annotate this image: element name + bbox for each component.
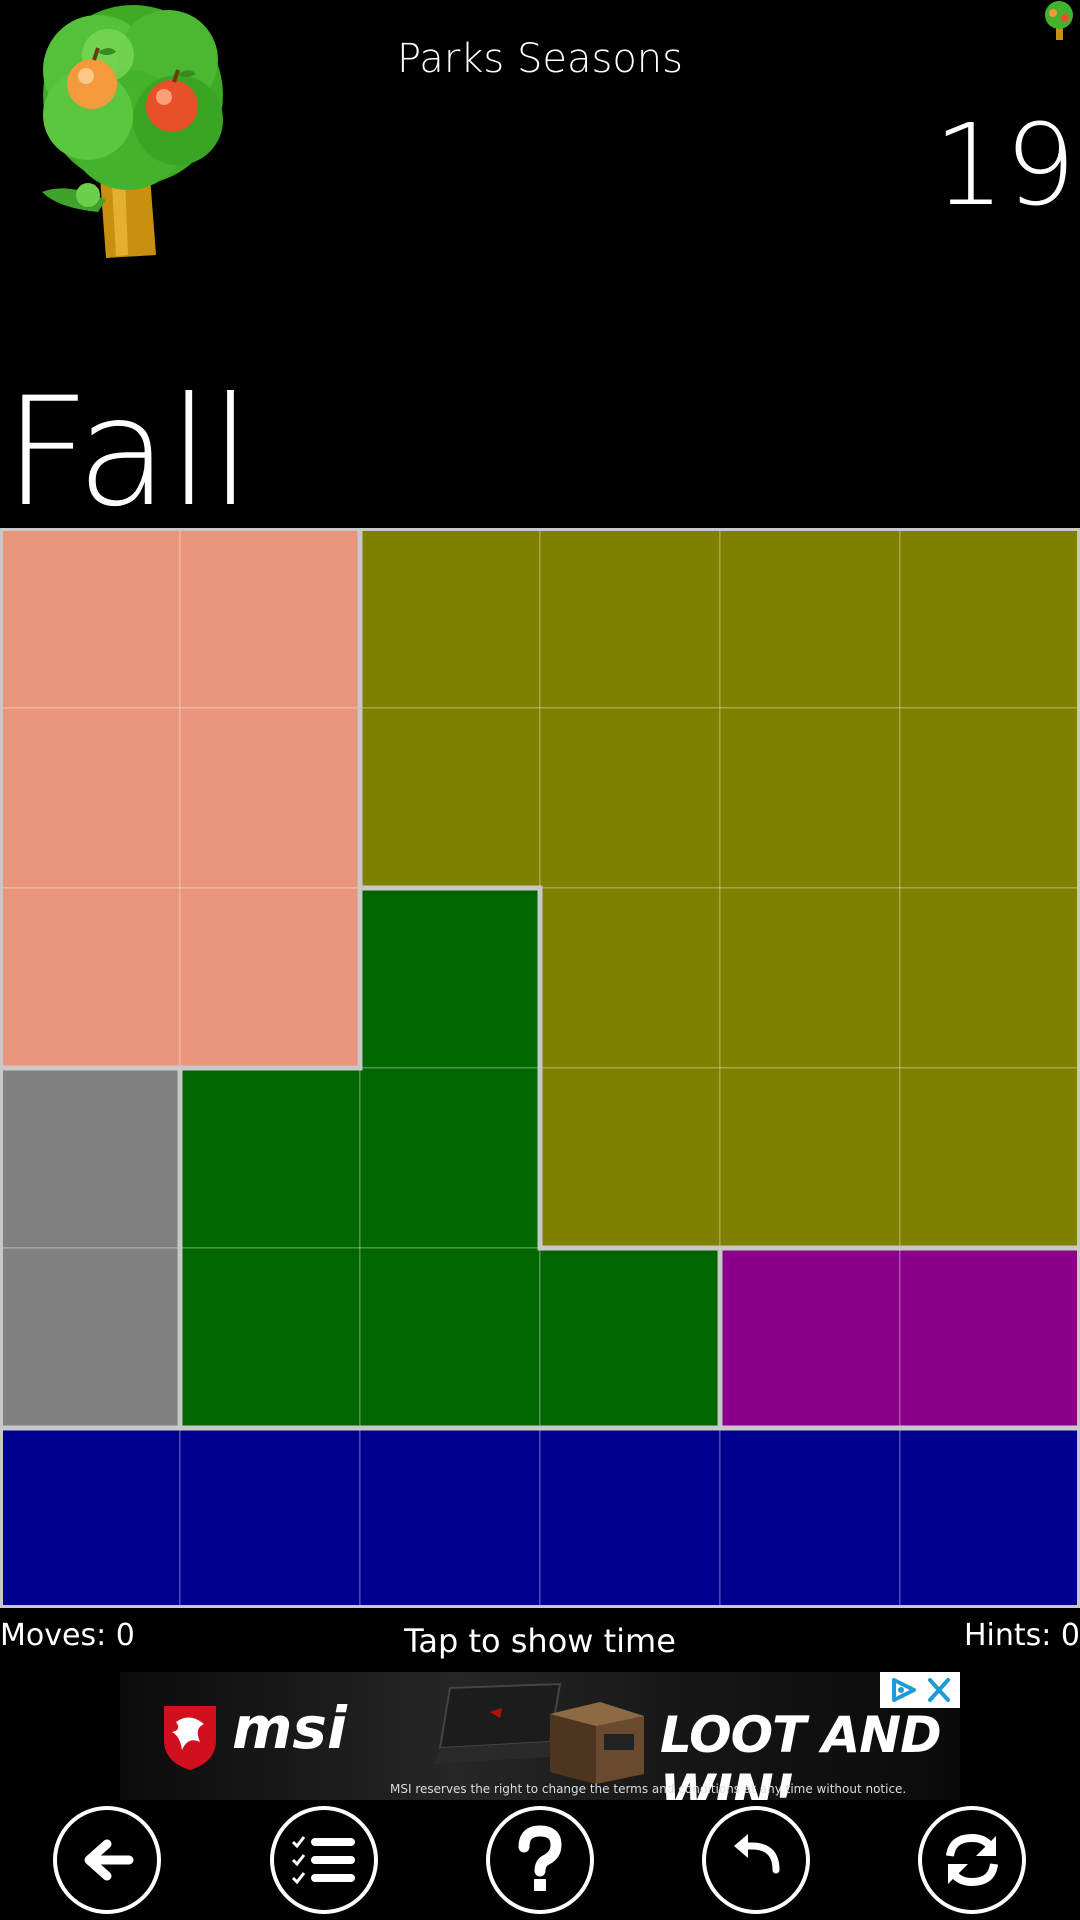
board-cell-salmon[interactable] [0,528,181,709]
board-cell-olive[interactable] [719,887,901,1069]
board-cell-olive[interactable] [899,1067,1080,1249]
board-cell-purple[interactable] [719,1247,901,1429]
hints-counter: Hints: 0 [963,1618,1080,1653]
board-cell-olive[interactable] [719,707,901,889]
undo-icon [734,1834,780,1874]
checklist-icon [291,1836,355,1885]
board-cell-salmon[interactable] [179,887,361,1069]
board-cell-salmon[interactable] [179,528,361,709]
restart-button[interactable] [918,1806,1026,1914]
board-cell-olive[interactable] [359,707,541,889]
board-cell-green[interactable] [179,1067,361,1249]
board-cell-olive[interactable] [539,887,721,1069]
apple-tree-icon [42,5,223,258]
close-icon[interactable] [928,1678,950,1702]
board-cell-olive[interactable] [719,528,901,709]
board-cell-olive[interactable] [899,887,1080,1069]
undo-button[interactable] [702,1806,810,1914]
board-cell-olive[interactable] [359,528,541,709]
ad-disclaimer: MSI reserves the right to change the ter… [390,1782,907,1796]
refresh-icon [946,1833,998,1887]
level-number: 19 [933,101,1076,231]
game-title: Parks Seasons [396,36,683,82]
ad-choices-close[interactable] [880,1672,960,1708]
level-list-button[interactable] [270,1806,378,1914]
region-borders [0,528,1080,1608]
board-cell-olive[interactable] [539,528,721,709]
question-icon [518,1825,562,1891]
board-cell-green[interactable] [179,1247,361,1429]
board-cell-navy[interactable] [179,1427,361,1608]
board-cell-gray[interactable] [0,1067,181,1249]
help-button[interactable] [486,1806,594,1914]
arrow-left-icon [84,1839,134,1881]
board-cell-green[interactable] [539,1247,721,1429]
board-cell-purple[interactable] [899,1247,1080,1429]
board-cell-salmon[interactable] [0,887,181,1069]
board-cell-olive[interactable] [539,707,721,889]
board-cell-navy[interactable] [0,1427,181,1608]
tap-to-show-time[interactable]: Tap to show time [404,1622,676,1660]
board-cell-navy[interactable] [539,1427,721,1608]
board-cell-gray[interactable] [0,1247,181,1429]
board-cell-olive[interactable] [899,707,1080,889]
msi-dragon-shield-icon [164,1706,216,1770]
board-cell-olive[interactable] [899,528,1080,709]
puzzle-board[interactable] [0,528,1080,1608]
ad-banner[interactable]: msi LOOT AND WIN! MSI reserves the right… [120,1672,960,1800]
board-cell-green[interactable] [359,1067,541,1249]
board-cell-navy[interactable] [899,1427,1080,1608]
board-cell-navy[interactable] [359,1427,541,1608]
board-cell-salmon[interactable] [0,707,181,889]
ad-slogan: LOOT AND WIN! [660,1706,942,1800]
season-label: Fall [4,366,252,540]
ad-brand: msi [232,1694,347,1762]
board-cell-green[interactable] [359,887,541,1069]
board-cell-salmon[interactable] [179,707,361,889]
board-cell-green[interactable] [359,1247,541,1429]
ad-choices-icon[interactable] [892,1678,916,1702]
board-cell-olive[interactable] [539,1067,721,1249]
board-cell-navy[interactable] [719,1427,901,1608]
board-cell-olive[interactable] [719,1067,901,1249]
back-button[interactable] [53,1806,161,1914]
loot-box-image [550,1702,644,1784]
tree-badge-icon [1045,1,1073,40]
moves-counter: Moves: 0 [0,1618,135,1653]
